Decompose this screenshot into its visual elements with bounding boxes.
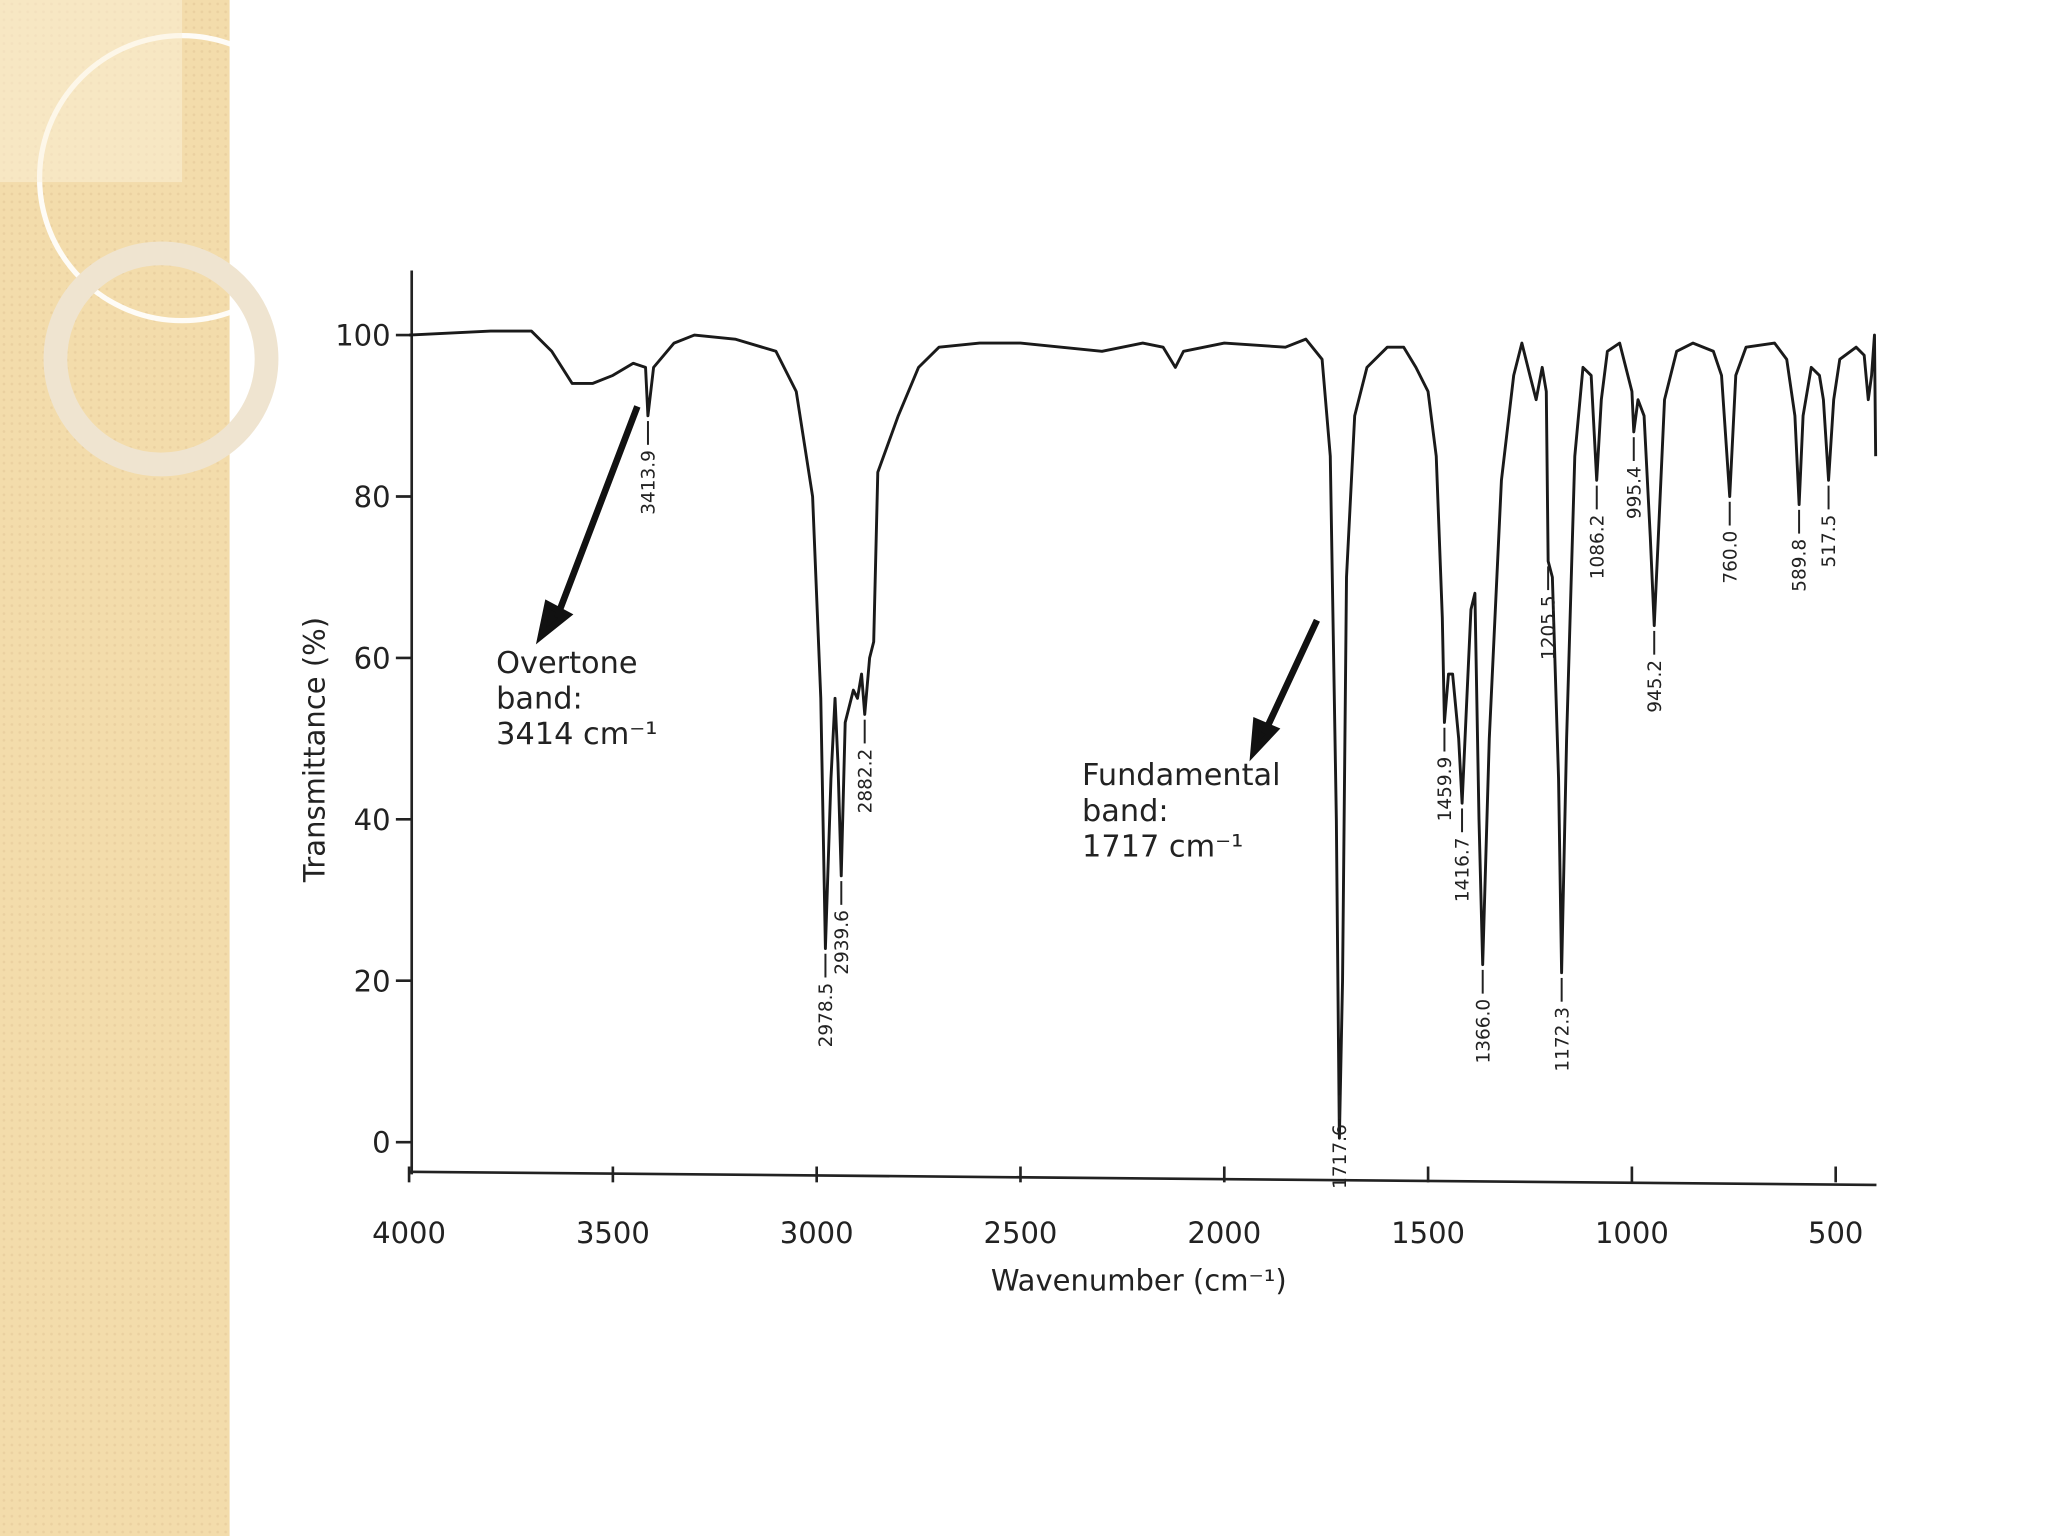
x-axis-label: Wavenumber (cm⁻¹) <box>991 1264 1287 1298</box>
y-tick-label: 20 <box>354 964 391 998</box>
x-tick-label: 3000 <box>780 1216 854 1250</box>
peak-label: 760.0 <box>1720 531 1741 584</box>
peak-label: 995.4 <box>1624 466 1645 519</box>
x-tick-label: 2000 <box>1187 1216 1261 1250</box>
annotation: Overtone <box>496 646 637 681</box>
arrow <box>1249 618 1320 762</box>
peak-label: 589.8 <box>1790 539 1811 592</box>
spectrum-line <box>409 329 1878 1140</box>
peak-label: 945.2 <box>1645 660 1666 713</box>
y-tick-label: 40 <box>354 803 391 837</box>
peak-label: 2939.6 <box>832 910 853 975</box>
y-tick-label: 60 <box>354 641 391 675</box>
annotation: band: <box>1082 794 1169 829</box>
peak-label: 1172.3 <box>1552 1007 1573 1072</box>
peak-label: 1459.9 <box>1435 757 1456 822</box>
y-tick-label: 80 <box>354 480 391 514</box>
x-tick-label: 500 <box>1808 1216 1863 1250</box>
x-tick-label: 3500 <box>576 1216 650 1250</box>
annotation: band: <box>496 682 583 717</box>
annotation: 3414 cm⁻¹ <box>496 717 657 752</box>
peak-label: 2978.5 <box>816 983 837 1048</box>
annotation: 1717 cm⁻¹ <box>1082 829 1243 864</box>
peak-label: 1086.2 <box>1587 515 1608 580</box>
peak-label: 517.5 <box>1819 515 1840 568</box>
x-tick-label: 4000 <box>372 1216 446 1250</box>
y-tick-label: 0 <box>372 1126 390 1160</box>
peak-label: 1366.0 <box>1473 999 1494 1064</box>
arrow <box>535 405 641 645</box>
peak-label: 3413.9 <box>639 450 660 515</box>
decoration <box>0 0 183 183</box>
peak-label: 1205.5 <box>1539 595 1560 660</box>
side-strip <box>0 0 230 1536</box>
x-tick-label: 1000 <box>1595 1216 1669 1250</box>
y-tick-label: 100 <box>335 319 390 353</box>
x-axis <box>409 1170 1877 1187</box>
x-tick-label: 1500 <box>1391 1216 1465 1250</box>
y-axis-label: Transmittance (%) <box>298 617 332 883</box>
peak-label: 1416.7 <box>1453 837 1474 902</box>
peak-label: 2882.2 <box>855 749 876 814</box>
peak-label: 1717.6 <box>1330 1124 1351 1189</box>
annotation: Fundamental <box>1082 758 1281 793</box>
x-tick-label: 2500 <box>984 1216 1058 1250</box>
